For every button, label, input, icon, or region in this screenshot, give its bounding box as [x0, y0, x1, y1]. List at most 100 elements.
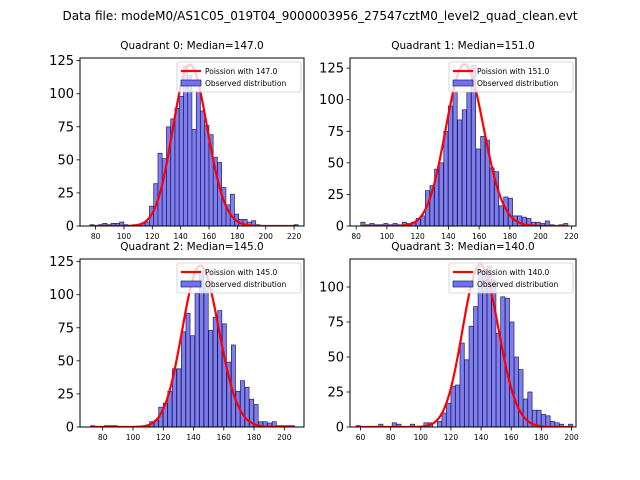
- histogram-bar: [568, 423, 574, 427]
- subplot-quadrant-2: Quadrant 2: Median=145.0 0 25 50 75 100 125 80 1…: [49, 241, 305, 442]
- histogram-bar: [229, 193, 235, 226]
- legend-bar-swatch: [452, 79, 474, 87]
- histogram-bar: [461, 109, 467, 226]
- subplot-quadrant-1: Quadrant 1: Median=151.0 0 25 50 75 100 125 80 1…: [319, 40, 579, 241]
- histogram-bar: [480, 135, 486, 226]
- histogram-bar: [475, 148, 481, 226]
- x-tick-label: 100: [117, 232, 132, 241]
- histogram-bar: [508, 197, 513, 226]
- histogram-bar: [194, 293, 200, 427]
- y-tick-label: 0: [66, 421, 74, 436]
- histogram-bar: [203, 286, 209, 427]
- legend-bar-swatch: [452, 280, 474, 288]
- legend-box: [448, 61, 574, 93]
- figure-suptitle: Data file: modeM0/AS1C05_019T04_90000039…: [62, 9, 577, 23]
- x-tick-label: 80: [351, 232, 361, 241]
- legend: Poission with 140.0 Observed distribution: [448, 262, 574, 294]
- x-tick-label: 220: [564, 232, 579, 241]
- x-tick-label: 200: [533, 232, 548, 241]
- y-tick-label: 125: [319, 62, 344, 77]
- histogram-bar: [540, 414, 546, 427]
- histogram-bar: [473, 306, 479, 427]
- plot-area: [90, 264, 295, 427]
- histogram-bar: [438, 162, 444, 226]
- axes-frame: [349, 57, 577, 227]
- legend: Poission with 151.0 Observed distribution: [448, 61, 574, 93]
- histogram-bar: [466, 91, 472, 226]
- legend-curve-label: Poission with 140.0: [477, 268, 550, 277]
- y-tick-label: 25: [327, 386, 344, 401]
- histogram-bar: [455, 384, 461, 427]
- histogram-bar: [191, 129, 197, 226]
- y-tick-label: 100: [49, 87, 74, 102]
- x-tick-label: 180: [503, 232, 518, 241]
- histogram-bar: [459, 342, 465, 427]
- histogram-bar: [498, 205, 504, 226]
- histogram-bar: [221, 323, 227, 427]
- x-tick-label: 120: [444, 433, 459, 442]
- y-tick-label: 125: [49, 54, 74, 69]
- histogram-bar: [176, 368, 182, 427]
- legend-curve-label: Poission with 145.0: [205, 268, 278, 277]
- x-tick-label: 140: [186, 433, 201, 442]
- y-tick-label: 100: [319, 93, 344, 108]
- x-tick-label: 100: [126, 433, 141, 442]
- histogram-bar: [437, 421, 443, 427]
- histogram-bar: [450, 386, 456, 427]
- y-tick-label: 25: [57, 186, 74, 201]
- histogram-bar: [244, 386, 250, 427]
- x-tick-label: 180: [534, 433, 549, 442]
- histogram-bar: [521, 216, 527, 226]
- histogram-bar: [559, 423, 565, 427]
- y-tick-label: 50: [327, 156, 344, 171]
- subplot-title: Quadrant 2: Median=145.0: [120, 241, 263, 253]
- axes-frame: [79, 57, 305, 227]
- axes-frame: [79, 258, 305, 428]
- histogram-bar: [378, 423, 384, 427]
- histogram-bar: [452, 91, 458, 226]
- histogram-bar: [527, 391, 533, 427]
- legend-bar-label: Observed distribution: [477, 280, 558, 289]
- legend-box: [448, 262, 574, 294]
- subplot-title: Quadrant 1: Median=151.0: [391, 40, 534, 52]
- histogram-bar: [522, 398, 528, 427]
- legend-bar-label: Observed distribution: [477, 79, 558, 88]
- histogram-bar: [195, 90, 201, 226]
- legend: Poission with 147.0 Observed distribution: [176, 61, 302, 93]
- x-tick-label: 200: [277, 433, 292, 442]
- y-tick-label: 0: [66, 220, 74, 235]
- x-tick-label: 140: [441, 232, 456, 241]
- x-tick-label: 120: [145, 232, 160, 241]
- histogram-bar: [448, 105, 453, 226]
- y-tick-label: 100: [319, 281, 344, 296]
- x-tick-label: 120: [410, 232, 425, 241]
- x-tick-label: 160: [472, 232, 487, 241]
- x-tick-label: 140: [173, 232, 188, 241]
- poisson-curve: [356, 263, 572, 427]
- histogram-bar: [446, 402, 452, 427]
- histogram-bar: [204, 125, 210, 226]
- plot-area: [355, 263, 574, 427]
- histogram-bar: [208, 330, 214, 427]
- histogram-bar: [240, 380, 245, 427]
- histogram-bar: [457, 119, 463, 226]
- histogram-bar: [495, 332, 501, 427]
- y-tick-label: 75: [327, 125, 344, 140]
- x-tick-label: 100: [380, 232, 395, 241]
- subplot-title: Quadrant 3: Median=140.0: [391, 241, 534, 253]
- histogram-bar: [181, 331, 186, 427]
- y-tick-label: 0: [336, 220, 344, 235]
- histogram-bar: [482, 271, 488, 427]
- x-tick-label: 100: [414, 433, 429, 442]
- histogram-bar: [464, 359, 470, 427]
- histogram-bar: [518, 369, 524, 427]
- histogram-bar: [190, 335, 195, 427]
- x-tick-label: 80: [386, 433, 396, 442]
- histogram-bar: [212, 316, 218, 427]
- x-tick-label: 80: [98, 433, 108, 442]
- y-tick-label: 75: [57, 321, 74, 336]
- histogram-bar: [185, 312, 191, 427]
- histogram-bar: [441, 412, 447, 427]
- legend-bar-swatch: [180, 280, 202, 288]
